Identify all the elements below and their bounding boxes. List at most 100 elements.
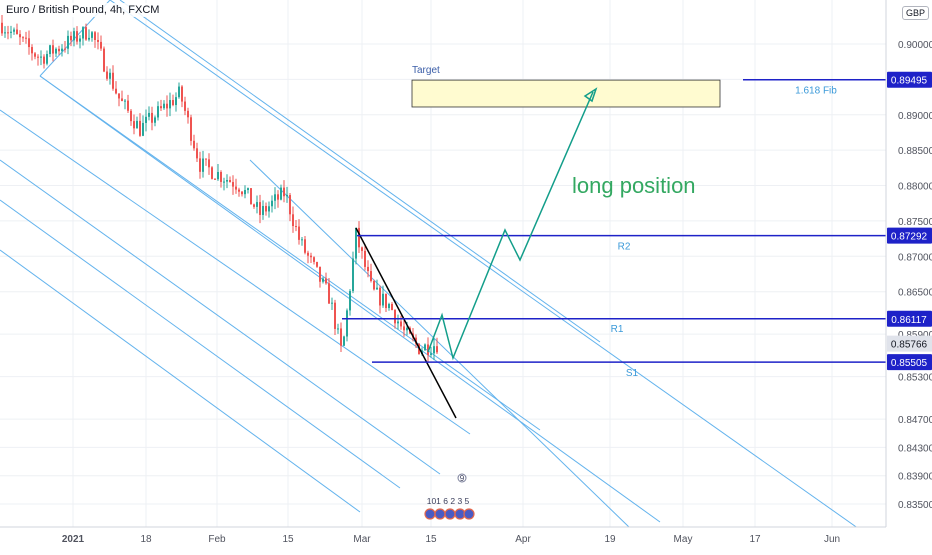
candle-body — [289, 195, 291, 215]
candle-body — [280, 187, 282, 200]
candle-body — [10, 31, 12, 33]
candle-body — [388, 304, 390, 309]
price-tag-label-2: 0.86117 — [891, 315, 927, 326]
candle-body — [436, 346, 438, 353]
event-icon-top — [457, 473, 467, 483]
candle-body — [310, 255, 312, 258]
candle-body — [103, 48, 105, 72]
channel-line-1 — [109, 0, 887, 549]
candle-body — [226, 180, 228, 182]
candle-body — [427, 344, 429, 355]
candle-body — [217, 172, 219, 180]
candle-body — [49, 45, 51, 55]
candle-body — [187, 110, 189, 118]
candle-body — [313, 257, 315, 262]
event-icon-1 — [434, 508, 446, 520]
candle-body — [64, 48, 66, 50]
candle-body — [157, 106, 159, 118]
channel-line-4 — [0, 109, 471, 435]
candle-body — [208, 159, 210, 168]
candle-body — [139, 120, 141, 136]
candle-body — [37, 56, 39, 58]
candle-body — [145, 116, 147, 123]
candle-body — [214, 178, 216, 180]
candle-body — [43, 56, 45, 64]
candle-body — [19, 34, 21, 38]
candle-body — [268, 206, 270, 212]
target-zone-box — [411, 79, 721, 108]
currency-badge[interactable]: GBP — [902, 6, 930, 20]
candle-body — [352, 258, 354, 292]
candle-body — [433, 346, 435, 354]
candle-body — [424, 344, 426, 351]
price-tag-bg-0 — [887, 71, 932, 88]
level-label-1-618-fib: 1.618 Fib — [795, 86, 837, 97]
y-tick-label-3: 0.88500 — [898, 146, 932, 157]
y-tick-label-4: 0.88000 — [898, 182, 932, 193]
candle-body — [160, 106, 162, 109]
candle-body — [61, 48, 63, 52]
candle-body — [202, 158, 204, 172]
trendline-black — [355, 227, 457, 419]
candle-body — [250, 188, 252, 205]
candle-body — [100, 41, 102, 49]
candle-body — [235, 186, 237, 190]
channel-line-9 — [249, 159, 631, 529]
level-label-r2: R2 — [618, 242, 631, 253]
current-price-label: 0.85766 — [891, 340, 928, 351]
candle-body — [328, 283, 330, 304]
candle-body — [121, 98, 123, 102]
price-tag-bg-3 — [887, 354, 932, 371]
candle-body — [31, 47, 33, 54]
candle-body — [247, 188, 249, 191]
candle-body — [358, 227, 360, 248]
y-tick-label-12: 0.83900 — [898, 472, 932, 483]
candle-body — [172, 100, 174, 106]
candle-body — [403, 326, 405, 331]
candle-body — [196, 148, 198, 159]
candle-body — [169, 100, 171, 109]
level-label-r1: R1 — [611, 324, 624, 335]
price-tag-label-3: 0.85505 — [891, 358, 928, 369]
candle-body — [376, 287, 378, 290]
candle-body — [97, 39, 99, 42]
candle-body — [124, 100, 126, 102]
y-tick-label-6: 0.87000 — [898, 252, 932, 263]
candle-body — [181, 86, 183, 102]
event-icon-middle-label: 101 6 2 3 5 — [427, 496, 470, 506]
candle-body — [349, 291, 351, 311]
candle-body — [295, 226, 297, 228]
x-tick-label-8: May — [674, 534, 693, 545]
x-tick-label-9: 17 — [749, 534, 761, 545]
y-tick-label-9: 0.85300 — [898, 373, 932, 384]
candle-body — [211, 167, 213, 179]
candle-body — [94, 32, 96, 40]
candles-group — [1, 14, 438, 363]
projection-arrowhead — [583, 87, 598, 103]
level-label-s1: S1 — [626, 368, 639, 379]
candle-body — [16, 29, 18, 35]
x-tick-label-4: Mar — [353, 534, 371, 545]
candle-body — [25, 37, 27, 39]
candle-body — [112, 72, 114, 89]
candle-body — [154, 117, 156, 123]
channel-line-6 — [0, 199, 401, 489]
candle-body — [136, 120, 138, 129]
candle-body — [370, 271, 372, 281]
candle-body — [430, 353, 432, 355]
candle-body — [379, 287, 381, 306]
price-tag-label-1: 0.87292 — [891, 232, 928, 243]
candle-body — [142, 122, 144, 136]
chart-title: Euro / British Pound, 4h, FXCM — [4, 3, 162, 17]
x-tick-label-3: 15 — [282, 534, 294, 545]
candle-body — [184, 101, 186, 111]
y-tick-label-13: 0.83500 — [898, 500, 932, 511]
price-tag-bg-2 — [887, 310, 932, 327]
candle-body — [229, 180, 231, 183]
candle-body — [73, 31, 75, 41]
candle-body — [286, 195, 288, 197]
candle-body — [205, 158, 207, 160]
candle-body — [397, 321, 399, 324]
